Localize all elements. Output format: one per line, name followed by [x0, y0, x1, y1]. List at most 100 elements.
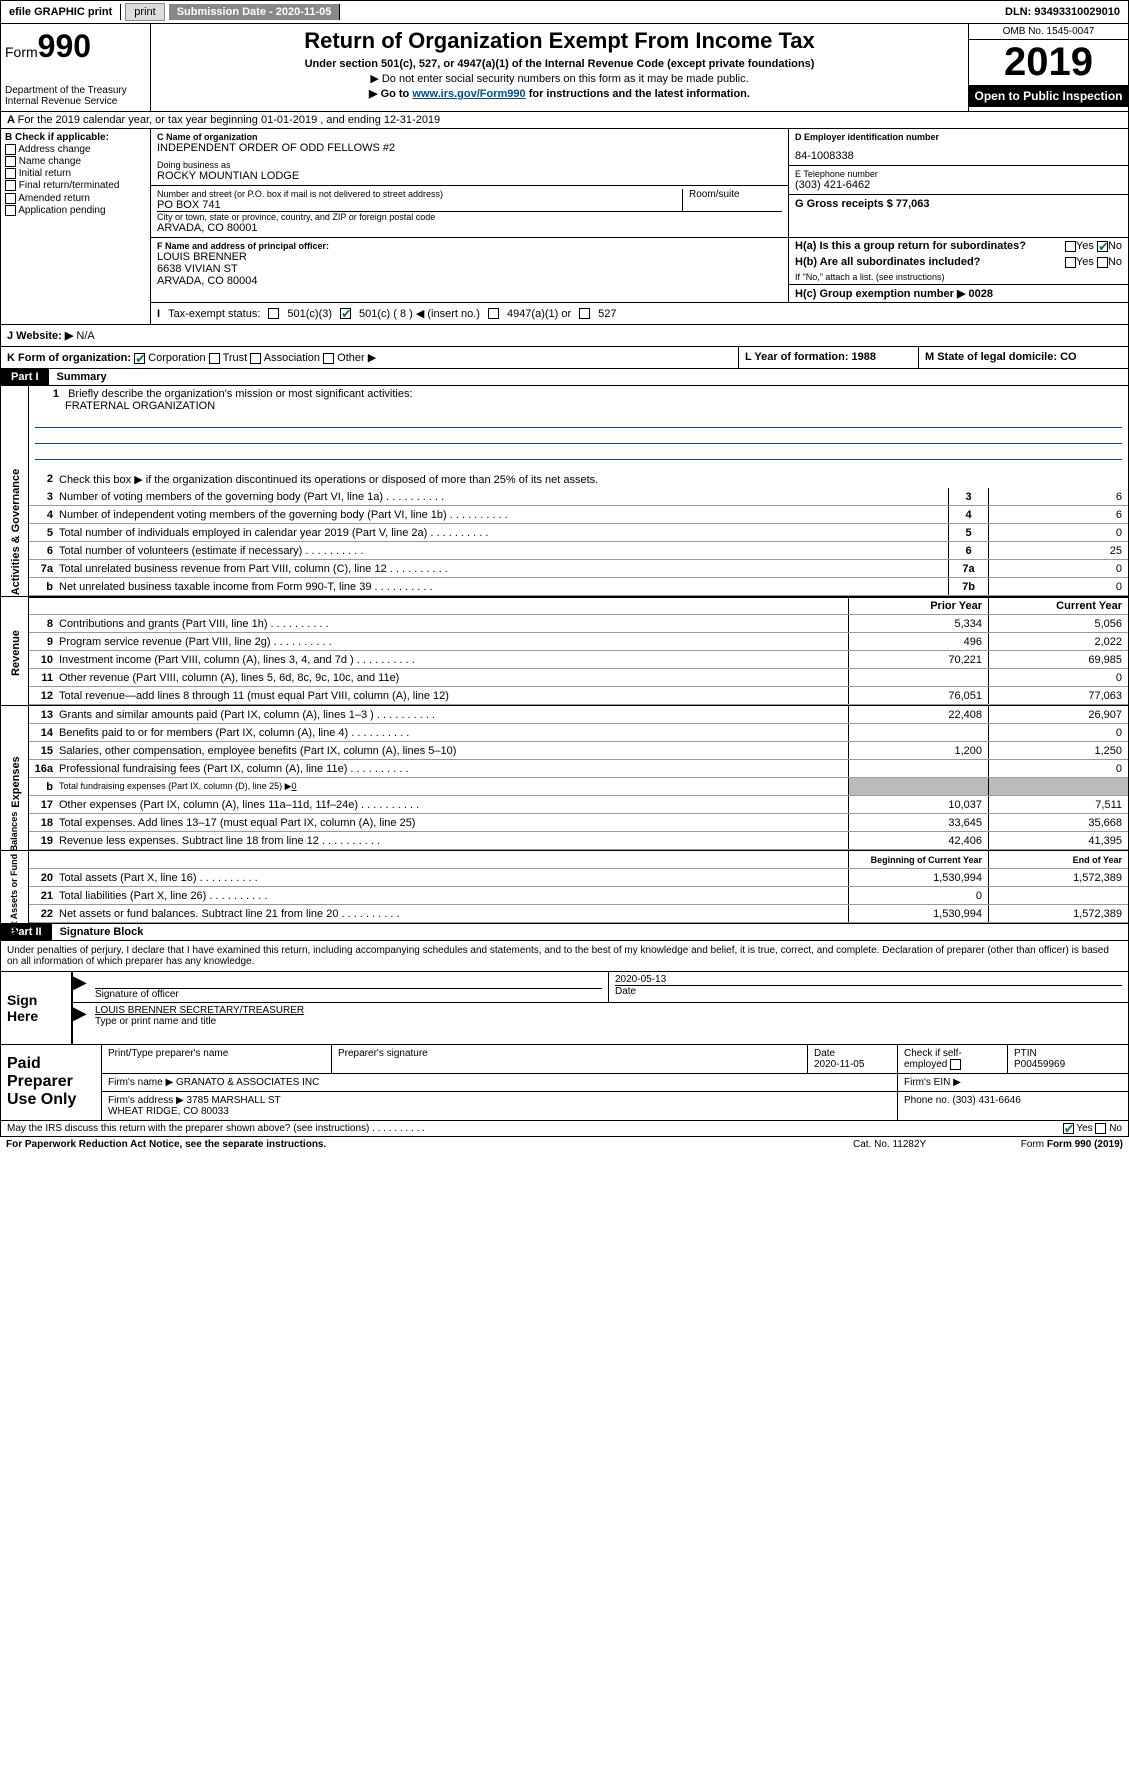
city-value: ARVADA, CO 80001 — [157, 222, 782, 234]
perjury-statement: Under penalties of perjury, I declare th… — [0, 941, 1129, 972]
line7a-value: 0 — [988, 560, 1128, 577]
form-header: Form990 Department of the Treasury Inter… — [0, 24, 1129, 112]
ha-yes-checkbox[interactable] — [1065, 241, 1076, 252]
ssn-warning: ▶ Do not enter social security numbers o… — [159, 72, 960, 85]
prep-date-cell: Date2020-11-05 — [808, 1045, 898, 1073]
line10: Investment income (Part VIII, column (A)… — [59, 653, 848, 667]
form-title: Return of Organization Exempt From Incom… — [159, 28, 960, 54]
corp-checkbox[interactable] — [134, 353, 145, 364]
officer-name-title: LOUIS BRENNER SECRETARY/TREASURER — [95, 1005, 1122, 1016]
self-employed-checkbox[interactable] — [950, 1059, 961, 1070]
address-change-checkbox[interactable] — [5, 144, 16, 155]
assoc-checkbox[interactable] — [250, 353, 261, 364]
dba-value: ROCKY MOUNTIAN LODGE — [157, 170, 782, 182]
cat-no: Cat. No. 11282Y — [853, 1139, 1003, 1150]
ein-value: 84-1008338 — [795, 150, 1122, 162]
current-year-header: Current Year — [988, 598, 1128, 614]
form-footer-label: Form Form 990 (2019) — [1003, 1139, 1123, 1150]
mission-text: FRATERNAL ORGANIZATION — [35, 400, 1122, 412]
line3-value: 6 — [988, 488, 1128, 505]
firm-name-cell: Firm's name ▶ GRANATO & ASSOCIATES INC — [102, 1074, 898, 1091]
sign-here-label: Sign Here — [1, 972, 71, 1044]
begin-year-header: Beginning of Current Year — [848, 851, 988, 868]
name-change-checkbox[interactable] — [5, 156, 16, 167]
hb-note: If "No," attach a list. (see instruction… — [789, 270, 1128, 284]
department: Department of the Treasury Internal Reve… — [5, 85, 146, 107]
amended-return-checkbox[interactable] — [5, 193, 16, 204]
name-title-label: Type or print name and title — [95, 1016, 1122, 1027]
501c3-checkbox[interactable] — [268, 308, 279, 319]
tax-status-row: I Tax-exempt status: 501(c)(3) 501(c) ( … — [151, 302, 1128, 324]
line8: Contributions and grants (Part VIII, lin… — [59, 617, 848, 631]
org-name-label: C Name of organization — [157, 132, 782, 142]
tax-year-line: A For the 2019 calendar year, or tax yea… — [0, 112, 1129, 129]
line5-value: 0 — [988, 524, 1128, 541]
line3: Number of voting members of the governin… — [59, 490, 948, 504]
efile-label: efile GRAPHIC print — [1, 4, 121, 20]
part1-header: Part I Summary — [0, 369, 1129, 386]
phone-value: (303) 421-6462 — [795, 179, 1122, 191]
line5: Total number of individuals employed in … — [59, 526, 948, 540]
line6-value: 25 — [988, 542, 1128, 559]
line12: Total revenue—add lines 8 through 11 (mu… — [59, 689, 848, 703]
officer-label: F Name and address of principal officer: — [157, 241, 782, 251]
line7b-value: 0 — [988, 578, 1128, 595]
paid-preparer-block: Paid Preparer Use Only Print/Type prepar… — [0, 1045, 1129, 1121]
line4: Number of independent voting members of … — [59, 508, 948, 522]
hb-yes-checkbox[interactable] — [1065, 257, 1076, 268]
phone-label: E Telephone number — [795, 169, 1122, 179]
topbar-buttons: print — [121, 1, 168, 23]
line2: Check this box ▶ if the organization dis… — [59, 472, 1128, 487]
line20: Total assets (Part X, line 16) — [59, 871, 848, 885]
firm-addr-cell: Firm's address ▶ 3785 MARSHALL ST WHEAT … — [102, 1092, 898, 1120]
prep-name-header: Print/Type preparer's name — [102, 1045, 332, 1073]
line16a: Professional fundraising fees (Part IX, … — [59, 762, 848, 776]
firm-phone-cell: Phone no. (303) 431-6646 — [898, 1092, 1128, 1120]
city-label: City or town, state or province, country… — [157, 212, 782, 222]
sig-date: 2020-05-13 — [615, 974, 1122, 985]
ein-label: D Employer identification number — [795, 132, 1122, 142]
irs-link[interactable]: www.irs.gov/Form990 — [412, 88, 525, 100]
line6: Total number of volunteers (estimate if … — [59, 544, 948, 558]
other-checkbox[interactable] — [323, 353, 334, 364]
submission-date: Submission Date - 2020-11-05 — [169, 4, 341, 20]
discuss-yes-checkbox[interactable] — [1063, 1123, 1074, 1134]
sign-here-block: Sign Here ▶ Signature of officer 2020-05… — [0, 972, 1129, 1045]
hc-row: H(c) Group exemption number ▶ 0028 — [789, 284, 1128, 302]
vtab-net-assets: Net Assets or Fund Balances — [9, 846, 19, 936]
net-assets-section: Net Assets or Fund Balances Beginning of… — [0, 851, 1129, 924]
hb-no-checkbox[interactable] — [1097, 257, 1108, 268]
discuss-row: May the IRS discuss this return with the… — [0, 1121, 1129, 1137]
trust-checkbox[interactable] — [209, 353, 220, 364]
4947-checkbox[interactable] — [488, 308, 499, 319]
initial-return-checkbox[interactable] — [5, 168, 16, 179]
line14: Benefits paid to or for members (Part IX… — [59, 726, 848, 740]
line7a: Total unrelated business revenue from Pa… — [59, 562, 948, 576]
sig-date-label: Date — [615, 985, 1122, 997]
discuss-no-checkbox[interactable] — [1095, 1123, 1106, 1134]
check-applicable: B Check if applicable: Address change Na… — [1, 129, 151, 324]
line7b: Net unrelated business taxable income fr… — [59, 580, 948, 594]
ha-no-checkbox[interactable] — [1097, 241, 1108, 252]
website-row: J Website: ▶ N/A — [0, 325, 1129, 347]
entity-block: B Check if applicable: Address change Na… — [0, 129, 1129, 325]
line16b: Total fundraising expenses (Part IX, col… — [59, 780, 848, 793]
footer: For Paperwork Reduction Act Notice, see … — [0, 1137, 1129, 1152]
expenses-section: Expenses 13Grants and similar amounts pa… — [0, 706, 1129, 851]
application-pending-checkbox[interactable] — [5, 205, 16, 216]
dln-label: DLN: 93493310029010 — [997, 4, 1128, 20]
vtab-revenue: Revenue — [10, 588, 22, 718]
line18: Total expenses. Add lines 13–17 (must eq… — [59, 816, 848, 830]
form-number: Form990 — [5, 28, 146, 65]
end-year-header: End of Year — [988, 851, 1128, 868]
527-checkbox[interactable] — [579, 308, 590, 319]
k-row: K Form of organization: Corporation Trus… — [0, 347, 1129, 369]
501c-checkbox[interactable] — [340, 308, 351, 319]
instructions-link-line: ▶ Go to www.irs.gov/Form990 for instruct… — [159, 87, 960, 100]
omb-number: OMB No. 1545-0047 — [969, 24, 1128, 40]
print-button[interactable]: print — [125, 3, 164, 21]
street-label: Number and street (or P.O. box if mail i… — [157, 189, 682, 199]
line13: Grants and similar amounts paid (Part IX… — [59, 708, 848, 722]
prep-sig-header: Preparer's signature — [332, 1045, 808, 1073]
final-return-checkbox[interactable] — [5, 180, 16, 191]
